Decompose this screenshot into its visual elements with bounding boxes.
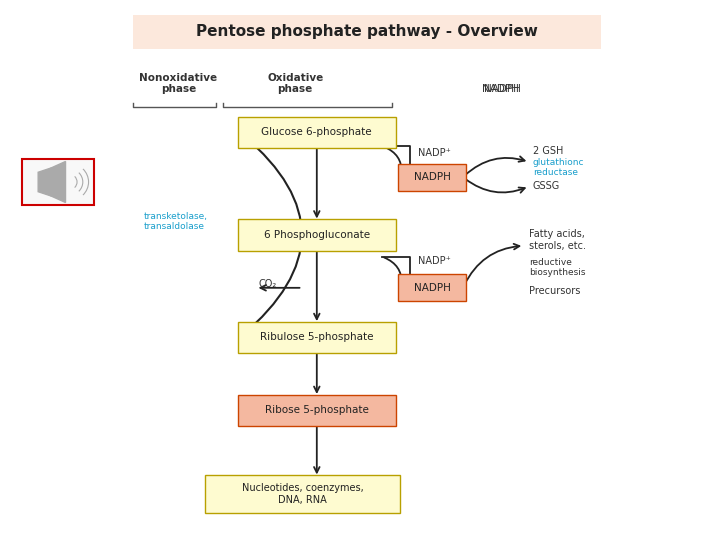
FancyBboxPatch shape (133, 15, 601, 49)
FancyBboxPatch shape (397, 274, 467, 301)
Text: Nonoxidative
phase: Nonoxidative phase (140, 73, 217, 94)
FancyBboxPatch shape (238, 395, 396, 426)
Text: NADPH: NADPH (413, 283, 451, 293)
FancyBboxPatch shape (397, 164, 467, 191)
Text: GSSG: GSSG (533, 181, 560, 191)
Text: NADPH: NADPH (482, 84, 519, 94)
Text: Ribose 5-phosphate: Ribose 5-phosphate (265, 406, 369, 415)
FancyBboxPatch shape (238, 219, 396, 251)
Text: NADPH: NADPH (484, 84, 521, 93)
Text: Precursors: Precursors (529, 286, 580, 295)
Text: Oxidative
phase: Oxidative phase (267, 73, 323, 94)
Polygon shape (51, 161, 66, 202)
Text: Ribulose 5-phosphate: Ribulose 5-phosphate (260, 333, 374, 342)
Polygon shape (38, 168, 51, 196)
Text: reductive
biosynthesis: reductive biosynthesis (529, 258, 585, 277)
Text: NADP⁺: NADP⁺ (418, 256, 451, 266)
Text: CO₂: CO₂ (259, 279, 277, 289)
Text: Fatty acids,
sterols, etc.: Fatty acids, sterols, etc. (529, 230, 586, 251)
Text: Pentose phosphate pathway - Overview: Pentose phosphate pathway - Overview (197, 24, 538, 39)
FancyBboxPatch shape (238, 117, 396, 148)
Text: NADPH: NADPH (413, 172, 451, 182)
FancyBboxPatch shape (238, 322, 396, 353)
Text: Glucose 6-phosphate: Glucose 6-phosphate (261, 127, 372, 137)
FancyBboxPatch shape (22, 159, 94, 205)
Text: 2 GSH: 2 GSH (533, 146, 563, 156)
Text: Nucleotides, coenzymes,
DNA, RNA: Nucleotides, coenzymes, DNA, RNA (241, 483, 364, 505)
Text: transketolase,
transaldolase: transketolase, transaldolase (144, 212, 208, 231)
FancyBboxPatch shape (205, 475, 400, 513)
Text: NADP⁺: NADP⁺ (418, 148, 451, 158)
Text: 6 Phosphogluconate: 6 Phosphogluconate (264, 230, 370, 240)
Text: glutathionc
reductase: glutathionc reductase (533, 158, 585, 177)
